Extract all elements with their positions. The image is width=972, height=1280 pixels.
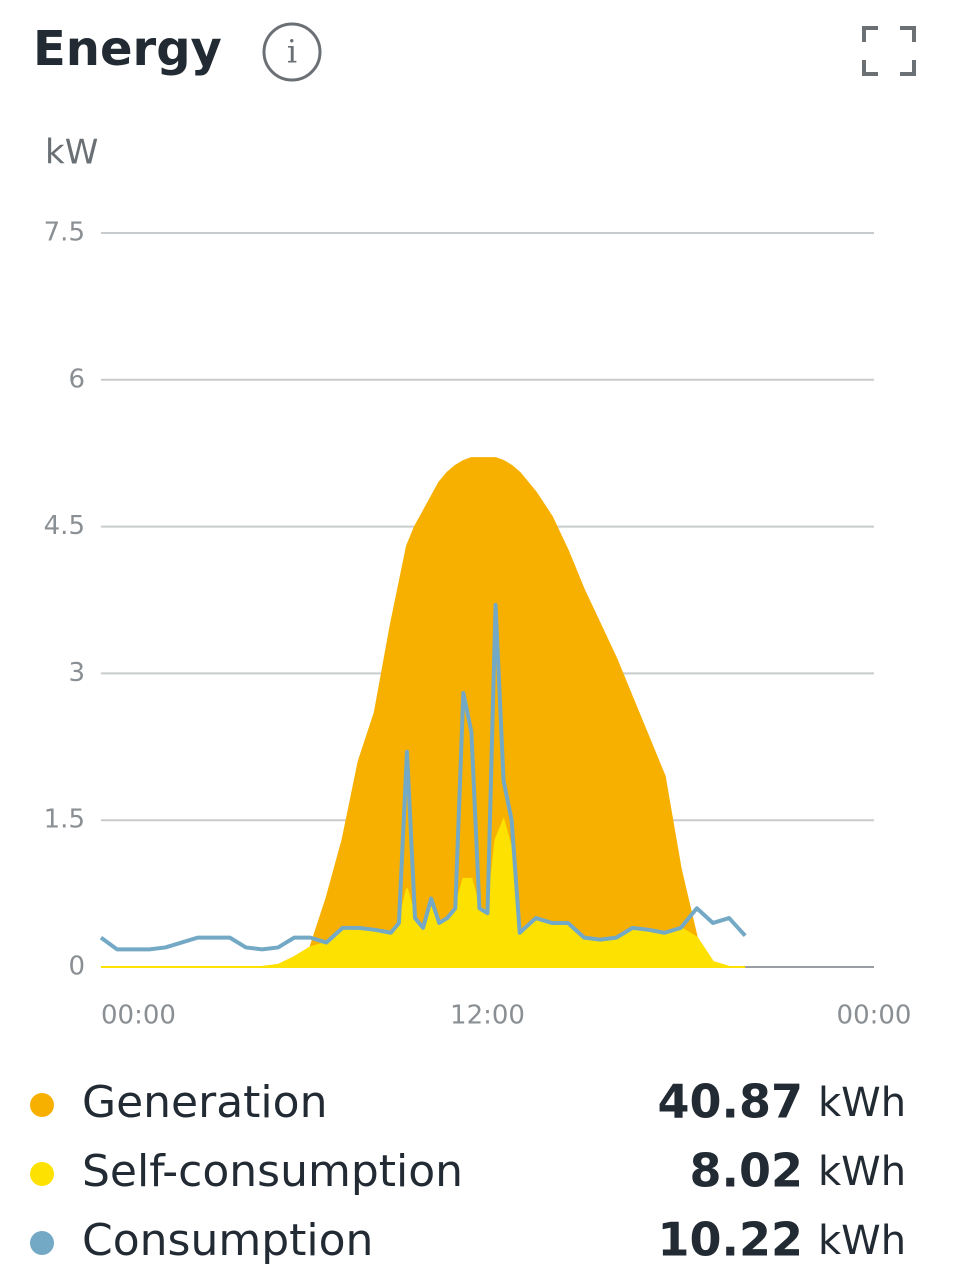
legend-dot: [30, 1093, 54, 1117]
legend-label: Generation: [82, 1077, 327, 1128]
x-tick-label: 00:00: [101, 1001, 176, 1031]
legend-label: Self-consumption: [82, 1146, 463, 1197]
y-tick-label: 0: [68, 952, 85, 982]
legend-total: 40.87: [657, 1075, 803, 1129]
info-button[interactable]: i: [262, 22, 322, 82]
legend-unit: kWh: [818, 1149, 906, 1195]
legend-dot: [30, 1162, 54, 1186]
x-tick-label: 00:00: [837, 1001, 912, 1031]
area: [101, 457, 746, 968]
legend-unit: kWh: [818, 1218, 906, 1264]
legend-label: Consumption: [82, 1215, 373, 1266]
y-tick-label: 6: [68, 364, 85, 394]
y-tick-label: 4.5: [44, 511, 85, 541]
legend-total: 10.22: [657, 1213, 803, 1267]
legend-unit: kWh: [818, 1080, 906, 1126]
y-tick-label: 3: [68, 658, 85, 688]
fullscreen-button[interactable]: [862, 26, 916, 76]
x-tick-label: 12:00: [450, 1001, 525, 1031]
legend-total: 8.02: [690, 1144, 804, 1198]
svg-text:i: i: [287, 33, 297, 71]
y-tick-label: 7.5: [44, 218, 85, 248]
y-axis-label: kW: [45, 133, 98, 173]
legend-dot: [30, 1231, 54, 1255]
y-tick-label: 1.5: [44, 805, 85, 835]
card-title: Energy: [33, 21, 222, 77]
line: [99, 602, 747, 952]
